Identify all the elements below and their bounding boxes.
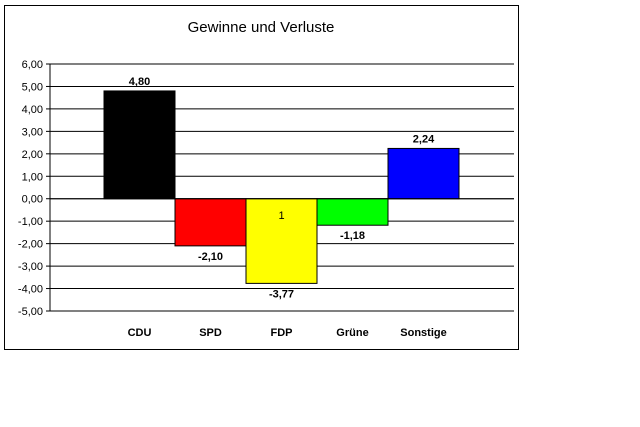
data-label: -3,77 <box>269 288 294 300</box>
y-tick-label: 3,00 <box>22 126 43 138</box>
x-category-label: CDU <box>128 327 152 339</box>
data-label: -1,18 <box>340 230 365 242</box>
y-tick-label: 6,00 <box>22 59 43 71</box>
chart-svg: Gewinne und Verluste 6,00 5,00 4,00 3,00 2,0… <box>18 19 514 339</box>
x-category-label: Sonstige <box>400 327 446 339</box>
axes <box>49 64 514 311</box>
data-label: 2,24 <box>413 133 435 145</box>
bar <box>174 198 247 247</box>
y-tick-label: 5,00 <box>22 81 43 93</box>
chart-frame: Gewinne und Verluste 6,00 5,00 4,00 3,00 2,0… <box>4 5 519 350</box>
x-axis-category-labels: CDU SPD FDP Grüne Sonstige <box>128 327 447 339</box>
x-category-label: FDP <box>271 327 293 339</box>
data-labels: 4,80 -2,10 -3,77 1 -1,18 2,24 <box>129 76 435 300</box>
x-category-label: Grüne <box>336 327 368 339</box>
y-tick-label: -5,00 <box>18 306 43 318</box>
bar <box>103 90 176 200</box>
bar <box>387 147 460 200</box>
y-tick-label: 2,00 <box>22 149 43 161</box>
y-tick-label: -4,00 <box>18 284 43 296</box>
chart-title: Gewinne und Verluste <box>188 19 335 36</box>
y-tick-label: -1,00 <box>18 216 43 228</box>
y-tick-label: -3,00 <box>18 261 43 273</box>
data-label: 4,80 <box>129 76 150 88</box>
y-tick-label: 1,00 <box>22 171 43 183</box>
x-category-label: SPD <box>199 327 222 339</box>
bar <box>316 198 389 226</box>
y-axis-tick-labels: 6,00 5,00 4,00 3,00 2,00 1,00 0,00 -1,00 -2,00 -3… <box>18 59 43 318</box>
y-tick-label: -2,00 <box>18 239 43 251</box>
y-tick-label: 0,00 <box>22 194 43 206</box>
y-tick-label: 4,00 <box>22 104 43 116</box>
bar-inner-label: 1 <box>278 210 284 222</box>
bars <box>103 90 460 284</box>
data-label: -2,10 <box>198 251 223 263</box>
bar <box>245 198 318 284</box>
